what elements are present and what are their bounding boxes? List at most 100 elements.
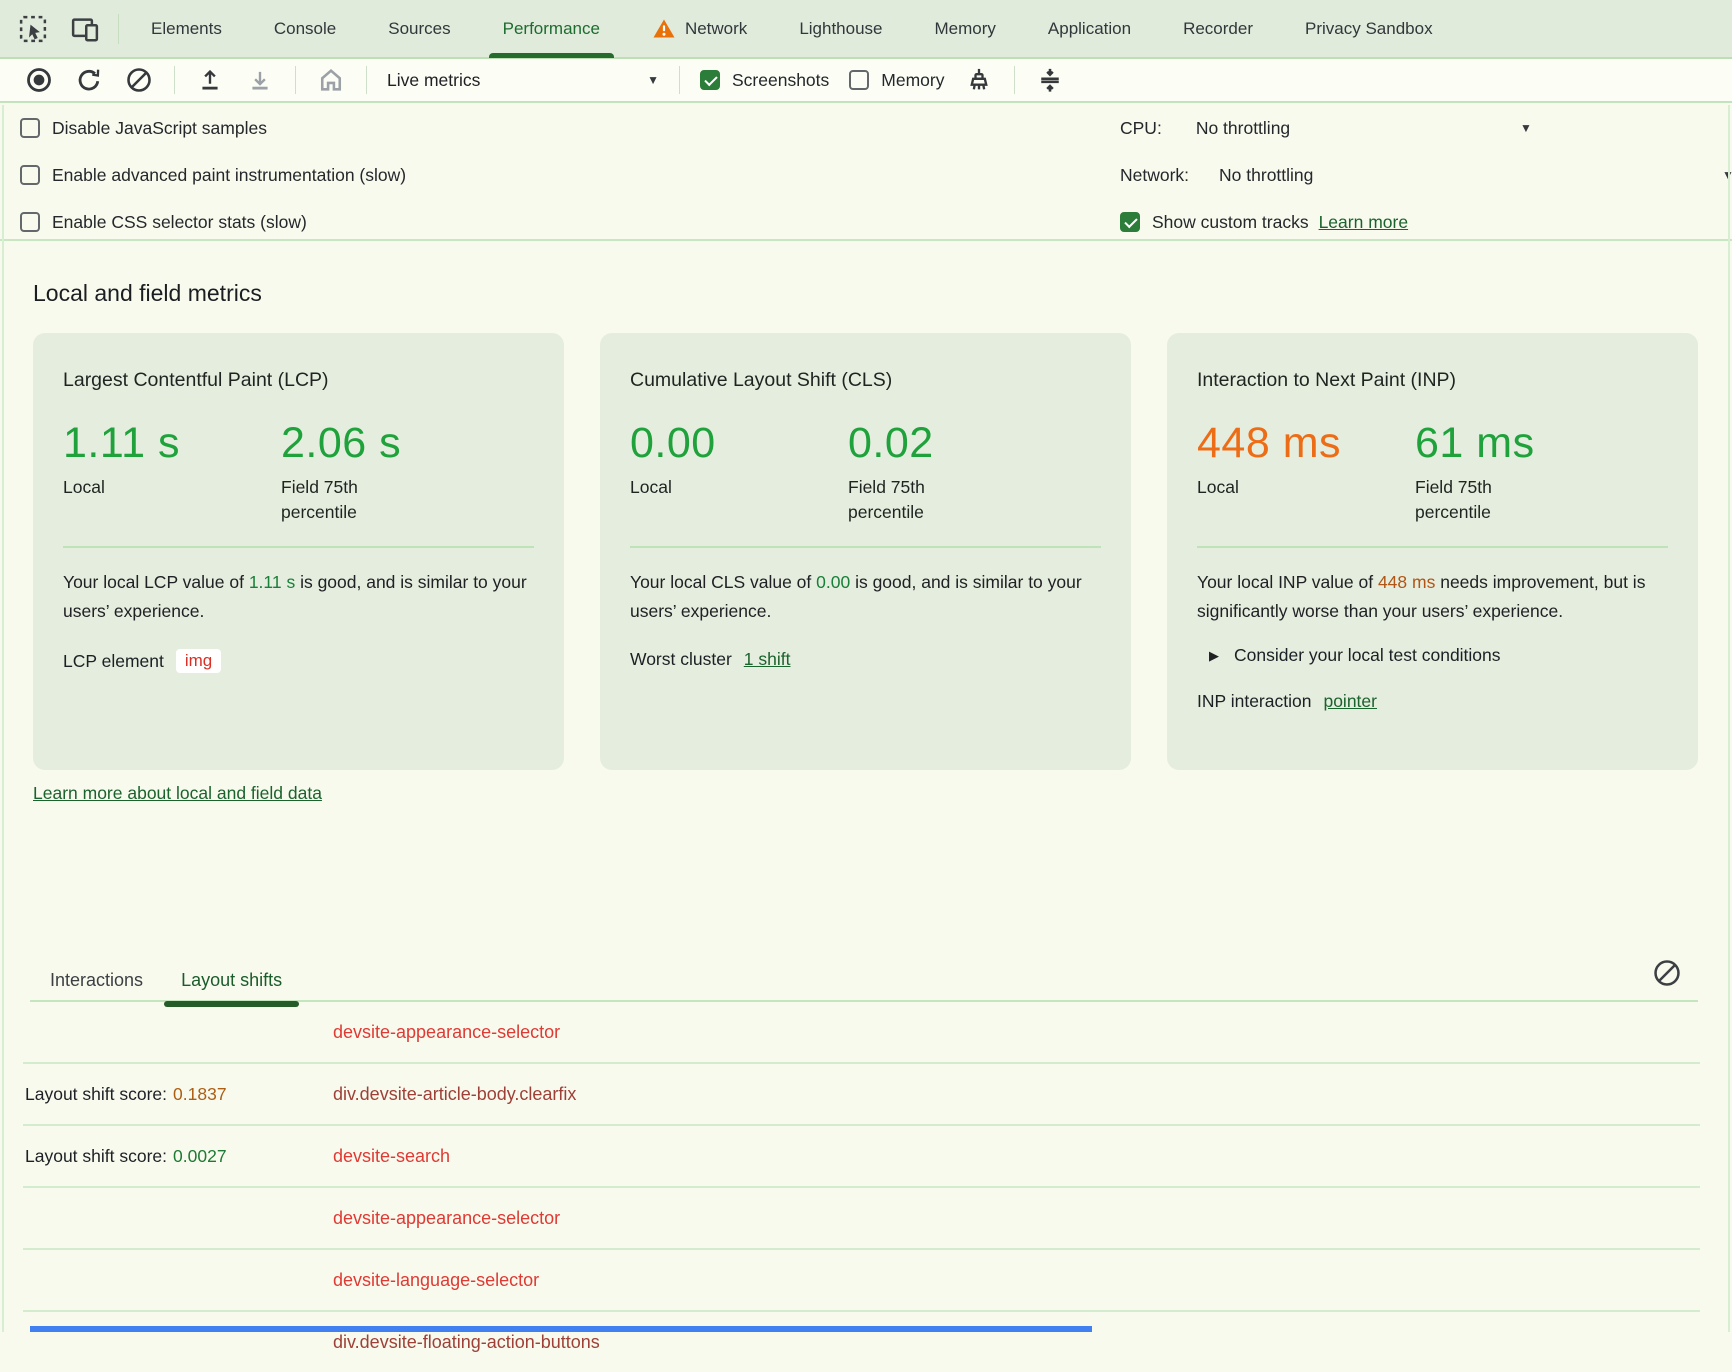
tab-elements[interactable]: Elements	[125, 0, 248, 57]
log-tabs: Interactions Layout shifts	[33, 958, 299, 1003]
lcp-card: Largest Contentful Paint (LCP) 1.11 s Lo…	[33, 333, 564, 770]
layout-shift-row: div.devsite-floating-action-buttons	[23, 1312, 1700, 1372]
lcp-element-node-link[interactable]: img	[176, 649, 221, 673]
card-divider	[1197, 546, 1668, 548]
devtools-tabbar: Elements Console Sources Performance Net…	[0, 0, 1732, 59]
score-value: 0.0027	[173, 1146, 227, 1166]
layout-shift-row: devsite-appearance-selector	[23, 1002, 1700, 1064]
inspect-element-icon[interactable]	[16, 12, 50, 46]
local-test-conditions-disclosure[interactable]: ▶ Consider your local test conditions	[1209, 645, 1668, 666]
reload-record-icon[interactable]	[72, 63, 106, 97]
checkbox-checked-icon	[700, 70, 720, 90]
device-toolbar-icon[interactable]	[68, 12, 102, 46]
record-icon[interactable]	[22, 63, 56, 97]
clear-log-icon[interactable]	[1650, 956, 1684, 990]
inp-inline-value: 448 ms	[1378, 572, 1435, 592]
lcp-local-value: 1.11 s	[63, 418, 281, 468]
tab-network[interactable]: Network	[626, 0, 773, 57]
worst-cluster-label: Worst cluster	[630, 649, 732, 670]
cls-card: Cumulative Layout Shift (CLS) 0.00 Local…	[600, 333, 1131, 770]
disclosure-label: Consider your local test conditions	[1234, 645, 1501, 666]
layout-shift-row: Layout shift score:0.0027 devsite-search	[23, 1126, 1700, 1188]
divider	[295, 66, 296, 94]
shift-node-link[interactable]: devsite-language-selector	[333, 1270, 539, 1291]
tab-network-label: Network	[685, 19, 747, 39]
tab-sources[interactable]: Sources	[362, 0, 476, 57]
panel-left-border	[2, 105, 4, 1332]
cls-inline-value: 0.00	[816, 572, 850, 592]
shift-node-link[interactable]: div.devsite-article-body.clearfix	[333, 1084, 576, 1105]
cls-local-value: 0.00	[630, 418, 848, 468]
tab-recorder[interactable]: Recorder	[1157, 0, 1279, 57]
divider	[1014, 66, 1015, 94]
checkbox-unchecked-icon	[849, 70, 869, 90]
cls-description: Your local CLS value of 0.00 is good, an…	[630, 568, 1101, 626]
inp-field-value: 61 ms	[1415, 418, 1565, 468]
lcp-element-label: LCP element	[63, 651, 164, 672]
tab-application[interactable]: Application	[1022, 0, 1157, 57]
cls-local-label: Local	[630, 475, 848, 500]
score-value: 0.1837	[173, 1084, 227, 1104]
layout-shifts-table: devsite-appearance-selector Layout shift…	[23, 1002, 1700, 1372]
shift-node-link[interactable]: div.devsite-floating-action-buttons	[333, 1332, 600, 1353]
card-divider	[63, 546, 534, 548]
lcp-field-label: Field 75th percentile	[281, 475, 431, 525]
upload-profile-icon[interactable]	[193, 63, 227, 97]
lcp-field-value: 2.06 s	[281, 418, 431, 468]
divider	[679, 66, 680, 94]
download-profile-icon[interactable]	[243, 63, 277, 97]
live-metrics-view: Local and field metrics Largest Contentf…	[0, 105, 1732, 1332]
screenshots-checkbox[interactable]: Screenshots	[700, 70, 829, 91]
divider	[366, 66, 367, 94]
lcp-card-title: Largest Contentful Paint (LCP)	[63, 369, 534, 392]
card-divider	[630, 546, 1101, 548]
inp-local-value: 448 ms	[1197, 418, 1415, 468]
tab-lighthouse[interactable]: Lighthouse	[773, 0, 908, 57]
divider	[174, 66, 175, 94]
inp-card-title: Interaction to Next Paint (INP)	[1197, 369, 1668, 392]
shift-node-link[interactable]: devsite-appearance-selector	[333, 1208, 560, 1229]
cls-field-label: Field 75th percentile	[848, 475, 998, 525]
selection-scrollbar[interactable]	[30, 1326, 1092, 1332]
tab-layout-shifts[interactable]: Layout shifts	[164, 958, 299, 1003]
screenshots-label: Screenshots	[732, 70, 829, 91]
lcp-inline-value: 1.11 s	[249, 572, 295, 592]
clear-recording-icon[interactable]	[122, 63, 156, 97]
learn-more-local-field-link[interactable]: Learn more about local and field data	[33, 783, 322, 804]
shift-node-link[interactable]: devsite-appearance-selector	[333, 1022, 560, 1043]
layout-shift-score: Layout shift score:0.0027	[25, 1146, 227, 1167]
tab-interactions[interactable]: Interactions	[33, 958, 160, 1003]
panel-right-border	[1728, 105, 1730, 1332]
layout-shift-score: Layout shift score:0.1837	[25, 1084, 227, 1105]
inp-card: Interaction to Next Paint (INP) 448 ms L…	[1167, 333, 1698, 770]
inp-field-label: Field 75th percentile	[1415, 475, 1565, 525]
panel-tabs: Elements Console Sources Performance Net…	[125, 0, 1459, 57]
worst-cluster-link[interactable]: 1 shift	[744, 649, 791, 670]
inp-interaction-label: INP interaction	[1197, 691, 1311, 712]
memory-checkbox[interactable]: Memory	[849, 70, 944, 91]
lcp-local-label: Local	[63, 475, 281, 500]
layout-shift-row: devsite-appearance-selector	[23, 1188, 1700, 1250]
home-live-metrics-icon[interactable]	[314, 63, 348, 97]
performance-toolbar: Live metrics ▼ Screenshots Memory	[0, 59, 1732, 103]
metric-cards: Largest Contentful Paint (LCP) 1.11 s Lo…	[33, 333, 1698, 770]
shortcuts-dialog-icon[interactable]	[1033, 63, 1067, 97]
history-dropdown[interactable]: Live metrics ▼	[377, 62, 669, 98]
memory-label: Memory	[881, 70, 944, 91]
triangle-right-icon: ▶	[1209, 648, 1219, 664]
tab-console[interactable]: Console	[248, 0, 362, 57]
local-field-metrics-heading: Local and field metrics	[33, 280, 262, 307]
cls-field-value: 0.02	[848, 418, 998, 468]
collect-garbage-icon[interactable]	[962, 63, 996, 97]
shift-node-link[interactable]: devsite-search	[333, 1146, 450, 1167]
inp-interaction-link[interactable]: pointer	[1323, 691, 1377, 712]
chevron-down-icon: ▼	[647, 73, 659, 87]
tab-memory[interactable]: Memory	[909, 0, 1022, 57]
cls-card-title: Cumulative Layout Shift (CLS)	[630, 369, 1101, 392]
tab-privacy-sandbox[interactable]: Privacy Sandbox	[1279, 0, 1459, 57]
inp-description: Your local INP value of 448 ms needs imp…	[1197, 568, 1668, 626]
inp-local-label: Local	[1197, 475, 1415, 500]
warning-icon	[652, 17, 676, 41]
tab-performance[interactable]: Performance	[477, 0, 626, 57]
lcp-description: Your local LCP value of 1.11 s is good, …	[63, 568, 534, 626]
